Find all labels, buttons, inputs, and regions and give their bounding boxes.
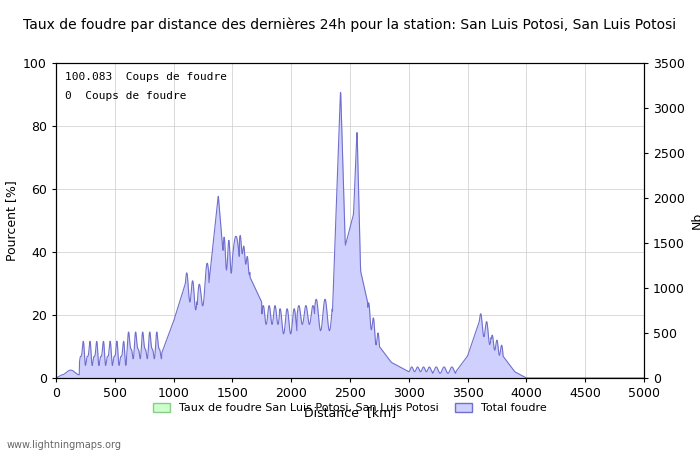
Text: 100.083  Coups de foudre: 100.083 Coups de foudre xyxy=(65,72,227,82)
Y-axis label: Pourcent [%]: Pourcent [%] xyxy=(4,180,18,261)
Text: 0  Coups de foudre: 0 Coups de foudre xyxy=(65,91,186,101)
X-axis label: Distance  [km]: Distance [km] xyxy=(304,405,396,418)
Legend: Taux de foudre San Luis Potosi, San Luis Potosi, Total foudre: Taux de foudre San Luis Potosi, San Luis… xyxy=(149,398,551,418)
Text: Taux de foudre par distance des dernières 24h pour la station: San Luis Potosi, : Taux de foudre par distance des dernière… xyxy=(23,17,677,32)
Y-axis label: Nb: Nb xyxy=(690,212,700,229)
Text: www.lightningmaps.org: www.lightningmaps.org xyxy=(7,440,122,450)
